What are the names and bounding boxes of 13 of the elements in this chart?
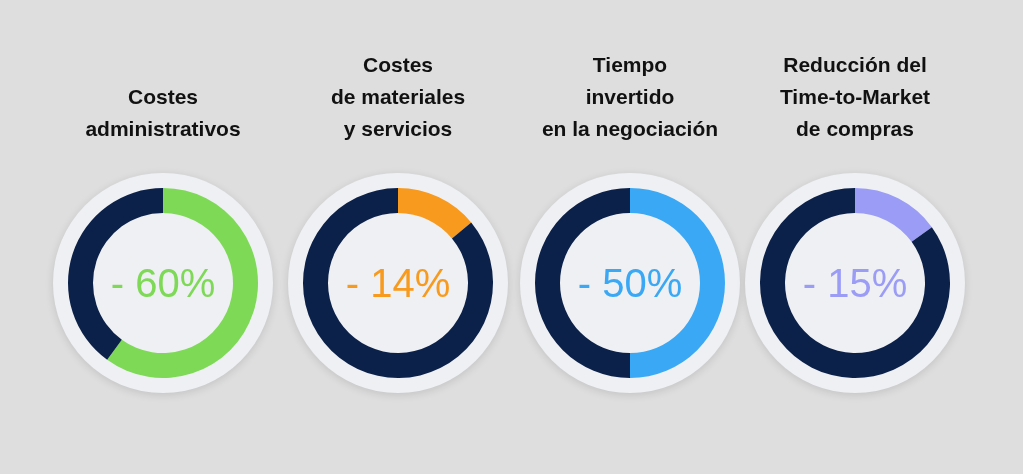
chart-title: Costes de materiales y servicios (329, 52, 467, 142)
text: - 15% (801, 260, 909, 307)
donut-slice (760, 188, 950, 378)
text: - 50% (576, 260, 684, 307)
chart-title: Reducción del Time-to-Market de compras (778, 52, 932, 142)
text: - 14% (344, 260, 452, 307)
donut-slice (855, 188, 932, 242)
text: - 60% (109, 260, 217, 307)
donut-slice (303, 188, 493, 378)
donut-slice (398, 188, 472, 239)
donut-slice (107, 188, 258, 378)
chart-title: Tiempo invertido en la negociación (540, 52, 720, 142)
chart-title: Costes administrativos (84, 84, 242, 142)
